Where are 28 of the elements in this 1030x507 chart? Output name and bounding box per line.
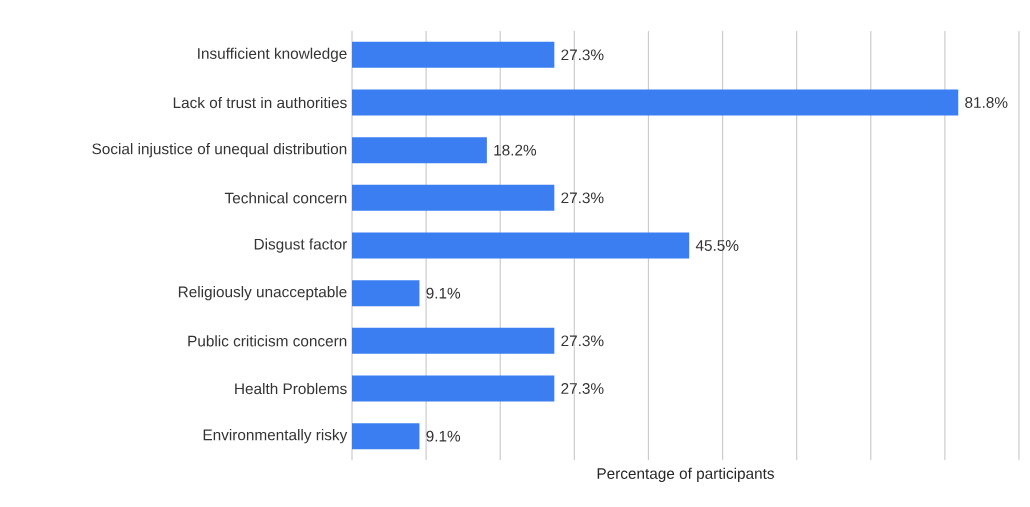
y-tick-label: Environmentally risky — [203, 429, 348, 444]
bar — [352, 41, 555, 68]
bar — [352, 232, 690, 259]
data-label: 27.3% — [561, 335, 604, 347]
y-tick-label: Health Problems — [235, 382, 347, 395]
data-label: 27.3% — [561, 49, 604, 61]
y-tick-label: Disgust factor — [254, 238, 348, 253]
bar — [352, 423, 420, 450]
y-tick-label: Public criticism concern — [188, 335, 347, 347]
data-label: 81.8% — [965, 97, 1008, 108]
data-label: 9.1% — [426, 287, 461, 299]
y-tick-label: Social injustice of unequal distribution — [92, 143, 347, 158]
y-tick-label: Insufficient knowledge — [198, 47, 347, 62]
bar — [352, 184, 555, 211]
data-label: 45.5% — [695, 240, 739, 251]
data-label: 9.1% — [426, 430, 461, 442]
y-tick-label: Religiously unacceptable — [178, 286, 347, 301]
y-tick-label: Technical concern — [224, 192, 347, 204]
data-label: 27.3% — [561, 383, 604, 394]
data-label: 18.2% — [494, 144, 537, 156]
data-label: 27.3% — [561, 192, 604, 204]
bar — [352, 137, 487, 164]
bar — [352, 89, 959, 116]
bar — [352, 375, 555, 402]
bar — [352, 280, 420, 307]
x-axis-title: Percentage of participants — [597, 467, 774, 483]
y-tick-label: Lack of trust in authorities — [173, 96, 347, 109]
bar — [352, 327, 555, 354]
